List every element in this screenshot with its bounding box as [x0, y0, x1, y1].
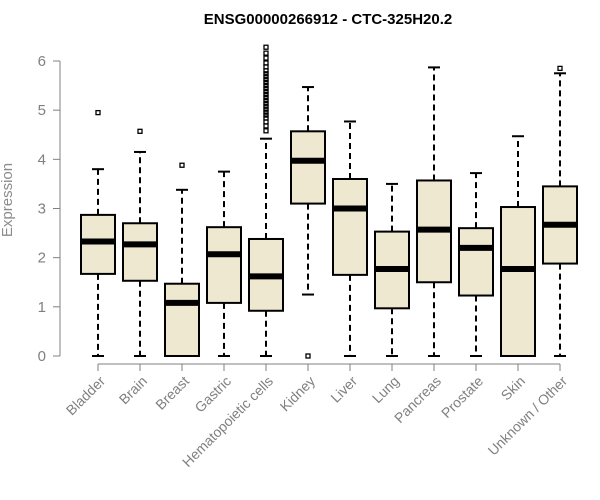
- x-tick-label: Kidney: [277, 373, 319, 415]
- y-tick-label: 3: [38, 201, 46, 218]
- outlier-point: [263, 100, 269, 106]
- outlier-point: [263, 55, 269, 61]
- outlier-point: [263, 112, 269, 118]
- outlier-point: [263, 82, 269, 89]
- y-axis: 0 1 2 3 4 5 6: [38, 53, 61, 365]
- box-group: [500, 135, 536, 357]
- y-tick-label: 5: [38, 102, 46, 119]
- box-group: [290, 86, 326, 359]
- x-tick-label: Lung: [369, 373, 402, 406]
- y-axis-label: Expression: [0, 163, 16, 237]
- y-tick-label: 1: [38, 299, 46, 316]
- outlier-point: [263, 77, 269, 83]
- iqr-box: [164, 282, 200, 358]
- outlier-point: [263, 44, 269, 50]
- iqr-box: [122, 222, 158, 282]
- outlier-point: [263, 115, 269, 121]
- box-group: [164, 162, 200, 358]
- y-tick-label: 6: [38, 53, 46, 70]
- outlier-point: [95, 109, 101, 116]
- chart-title: ENSG00000266912 - CTC-325H20.2: [204, 11, 452, 28]
- box-group: [542, 65, 578, 357]
- outlier-point: [263, 97, 269, 103]
- outlier-point: [263, 74, 269, 80]
- outlier-point: [263, 103, 269, 109]
- outlier-point: [263, 71, 269, 77]
- outlier-point: [263, 60, 269, 66]
- box-group: [332, 120, 368, 357]
- outlier-point: [263, 128, 269, 134]
- box-group: [416, 66, 452, 357]
- iqr-box: [500, 206, 536, 357]
- box-group: [206, 170, 242, 357]
- x-tick-label: Brain: [116, 373, 150, 407]
- box-group: [458, 172, 494, 357]
- box-group: [80, 109, 116, 357]
- iqr-box: [290, 130, 326, 205]
- outlier-point: [263, 106, 269, 112]
- outlier-point: [179, 162, 185, 168]
- box-group: [374, 182, 410, 357]
- outlier-point: [263, 94, 269, 101]
- x-tick-label: Bladder: [63, 373, 109, 419]
- outlier-point: [305, 353, 311, 359]
- y-tick-label: 4: [38, 151, 46, 168]
- box-group: [248, 44, 284, 357]
- outlier-point: [263, 50, 269, 56]
- boxes-group: [80, 44, 578, 359]
- x-tick-label: Liver: [327, 373, 360, 406]
- box-group: [122, 128, 158, 357]
- x-tick-label: Unknown / Other: [485, 373, 571, 459]
- x-tick-label: Breast: [152, 373, 192, 413]
- outlier-point: [263, 109, 269, 115]
- outlier-point: [137, 128, 143, 134]
- outlier-point: [263, 88, 269, 95]
- outlier-point: [263, 85, 269, 92]
- iqr-box: [206, 226, 242, 304]
- y-tick-label: 2: [38, 250, 46, 267]
- x-tick-label: Pancreas: [391, 373, 444, 426]
- iqr-box: [332, 178, 368, 276]
- x-tick-label: Prostate: [438, 373, 486, 421]
- outlier-point: [263, 91, 269, 98]
- y-tick-label: 0: [38, 348, 46, 365]
- outlier-point: [557, 65, 563, 72]
- outlier-point: [263, 79, 269, 86]
- iqr-box: [458, 227, 494, 297]
- x-tick-label: Skin: [498, 373, 529, 404]
